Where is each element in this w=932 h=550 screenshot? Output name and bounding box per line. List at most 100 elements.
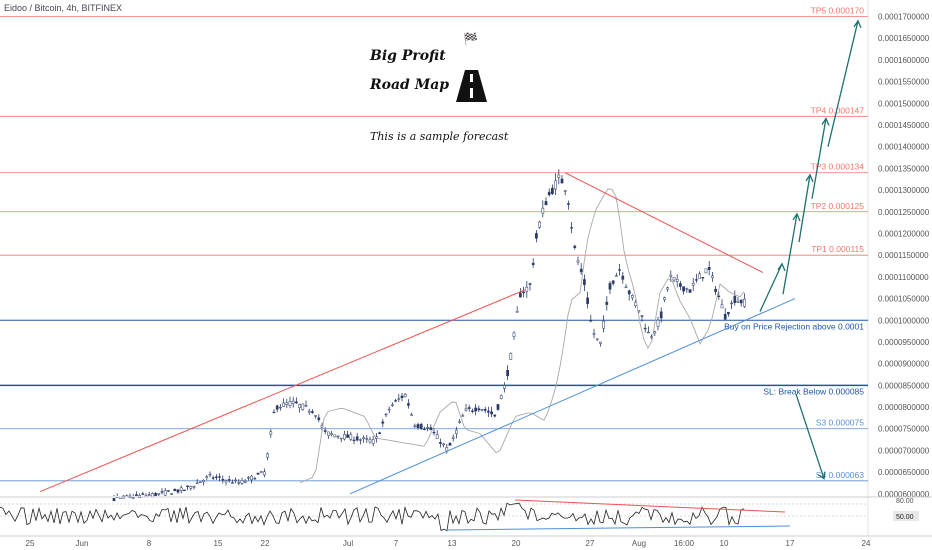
- rsi-line: [0, 502, 745, 532]
- blue-trendline: [349, 298, 796, 495]
- candle-body: [477, 408, 481, 411]
- candle-body: [378, 432, 381, 435]
- x-tick-label: 17: [786, 539, 795, 548]
- candle-body: [672, 277, 676, 281]
- candle-body: [551, 187, 554, 195]
- candle-body: [435, 434, 439, 439]
- candle-body: [167, 490, 170, 492]
- rsi-top-label: 80.00: [896, 498, 914, 505]
- candle-body: [259, 471, 263, 474]
- candle-body: [343, 434, 346, 440]
- candle-body: [701, 277, 705, 279]
- candle-body: [445, 447, 449, 451]
- candle-body: [570, 227, 573, 229]
- candle-body: [563, 190, 567, 192]
- candle-body: [688, 289, 692, 293]
- candle-body: [403, 393, 407, 398]
- candle-body: [279, 406, 282, 409]
- candle-body: [333, 434, 337, 438]
- candle-body: [339, 437, 343, 440]
- y-tick-label: 0.0001200000: [878, 229, 930, 238]
- y-tick-label: 0.0000700000: [878, 446, 930, 455]
- candle-body: [547, 191, 551, 196]
- candle-body: [573, 245, 577, 248]
- candle-body: [227, 479, 231, 481]
- candle-body: [202, 479, 205, 483]
- big-profit-note: Big Profit: [370, 48, 446, 64]
- candle-body: [717, 295, 721, 297]
- candle-body: [487, 410, 490, 413]
- candle-body: [602, 320, 605, 329]
- y-tick-label: 0.0000950000: [878, 338, 930, 347]
- y-tick-label: 0.0001550000: [878, 78, 930, 87]
- candle-body: [621, 275, 625, 280]
- rsi-mid-label: 50.00: [896, 514, 914, 521]
- candle-body: [608, 283, 612, 290]
- candle-body: [480, 409, 484, 411]
- candle-body: [522, 291, 525, 294]
- candle-body: [535, 233, 538, 239]
- candle-body: [199, 481, 202, 483]
- candle-body: [141, 493, 145, 495]
- candle-body: [458, 421, 461, 423]
- candle-body: [544, 201, 548, 206]
- candle-body: [720, 304, 724, 309]
- candle-body: [618, 269, 621, 271]
- candle-body: [429, 427, 433, 431]
- candle-body: [675, 278, 679, 282]
- y-tick-label: 0.0000750000: [878, 425, 930, 434]
- candle-body: [579, 268, 583, 273]
- candle-body: [631, 294, 634, 299]
- checkered-flag-icon: 🏁: [463, 32, 478, 46]
- level-label: Buy on Price Rejection above 0.0001: [724, 321, 864, 331]
- candle-body: [170, 493, 173, 495]
- candle-body: [256, 472, 260, 475]
- candle-body: [589, 320, 593, 322]
- candle-body: [432, 431, 436, 434]
- candle-body: [426, 427, 429, 429]
- candle-body: [509, 353, 513, 360]
- forecast-down-arrow: [795, 393, 825, 479]
- y-tick-label: 0.0000800000: [878, 403, 930, 412]
- candle-body: [317, 417, 321, 421]
- candle-body: [112, 498, 116, 502]
- candle-body: [160, 491, 164, 493]
- candle-body: [743, 298, 746, 307]
- x-tick-label: 20: [512, 539, 521, 548]
- candle-body: [647, 331, 650, 334]
- candle-body: [653, 331, 657, 334]
- candle-body: [739, 299, 743, 304]
- candle-body: [464, 408, 468, 411]
- arrow-head: [777, 262, 786, 272]
- candle-body: [506, 369, 509, 377]
- candle-body: [272, 411, 276, 414]
- red-trendline-falling: [564, 172, 764, 273]
- level-label: S3 0.000075: [816, 418, 864, 428]
- y-tick-label: 0.0000600000: [878, 490, 930, 499]
- y-tick-label: 0.0001500000: [878, 99, 930, 108]
- candle-body: [208, 473, 212, 476]
- candle-body: [355, 436, 359, 441]
- x-tick-label: 8: [147, 539, 152, 548]
- candle-body: [586, 297, 589, 305]
- candle-body: [416, 424, 420, 428]
- candle-body: [595, 338, 599, 340]
- arrow-head: [817, 471, 826, 480]
- candle-body: [666, 287, 669, 290]
- candle-body: [442, 443, 445, 446]
- arrow-head: [853, 19, 862, 29]
- candle-body: [605, 301, 609, 305]
- x-tick-label: 22: [261, 539, 270, 548]
- candle-body: [448, 443, 452, 446]
- candle-body: [627, 290, 631, 295]
- candle-body: [656, 319, 660, 327]
- candle-body: [295, 401, 298, 404]
- candle-body: [157, 492, 161, 495]
- x-tick-label: 7: [394, 539, 399, 548]
- candle-body: [394, 400, 397, 402]
- candle-body: [707, 266, 711, 270]
- candle-body: [391, 404, 394, 406]
- candle-body: [525, 286, 529, 292]
- candle-body: [240, 480, 244, 484]
